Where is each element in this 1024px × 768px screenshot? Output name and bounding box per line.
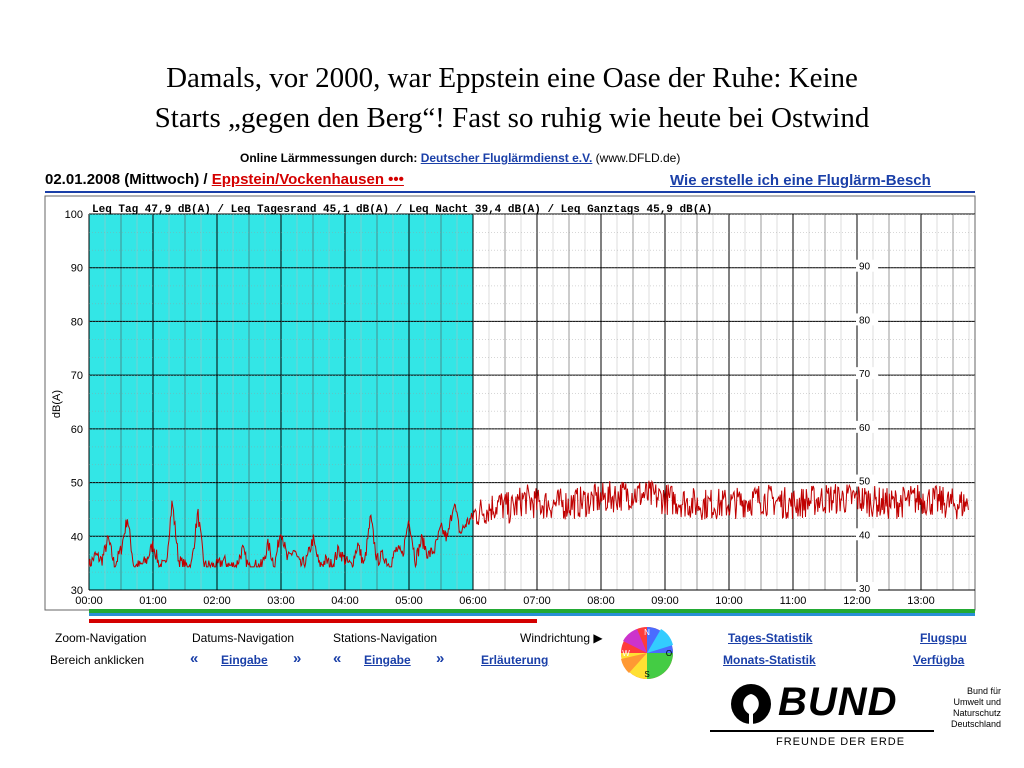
- verfuegbar-link[interactable]: Verfügba: [913, 653, 965, 667]
- slide-title: Damals, vor 2000, war Eppstein eine Oase…: [40, 58, 984, 138]
- howto-link[interactable]: Wie erstelle ich eine Fluglärm-Besch: [670, 172, 931, 189]
- date-station-line: 02.01.2008 (Mittwoch) / Eppstein/Vockenh…: [45, 171, 404, 188]
- y-tick-label: 40: [71, 531, 83, 543]
- station-prev-arrow[interactable]: «: [333, 650, 342, 667]
- y-tick-label: 70: [71, 370, 83, 382]
- y-axis-label: dB(A): [51, 390, 63, 418]
- y-tick-label: 50: [71, 478, 83, 490]
- y-tick-right-bg: [856, 367, 878, 380]
- bund-wordmark: BUND: [778, 680, 898, 724]
- bund-tagline: FREUNDE DER ERDE: [776, 736, 906, 748]
- y-tick-right-label: 80: [859, 315, 871, 326]
- compass-n: N: [644, 628, 650, 637]
- y-tick-right-bg: [856, 528, 878, 541]
- flugspur-link[interactable]: Flugspu: [920, 631, 967, 645]
- side-text-line: Bund für: [966, 686, 1001, 696]
- bund-logo: BUND FREUNDE DER ERDE Bund für Umwelt un…: [710, 680, 1001, 768]
- x-tick-label: 08:00: [587, 595, 615, 607]
- zoom-navigation-hint: Bereich anklicken: [50, 653, 145, 667]
- leq-legend: Leq Tag 47,9 dB(A) / Leq Tagesrand 45,1 …: [92, 204, 713, 216]
- side-text-line: Deutschland: [950, 719, 1001, 729]
- side-text-line: Umwelt und: [953, 697, 1001, 707]
- station-navigation-label: Stations-Navigation: [333, 631, 438, 645]
- x-tick-label: 13:00: [907, 595, 935, 607]
- station-link[interactable]: Eppstein/Vockenhausen •••: [211, 171, 404, 188]
- slide-title-line-1: Damals, vor 2000, war Eppstein eine Oase…: [166, 62, 858, 94]
- side-text-line: Naturschutz: [952, 708, 1001, 718]
- date-text: 02.01.2008 (Mittwoch) /: [45, 171, 208, 188]
- compass-s: S: [644, 670, 649, 679]
- status-bar-green: [89, 609, 975, 613]
- y-tick-right-label: 60: [859, 423, 871, 434]
- x-tick-label: 06:00: [459, 595, 487, 607]
- wind-explanation-link[interactable]: Erläuterung: [481, 653, 549, 667]
- x-tick-label: 03:00: [267, 595, 295, 607]
- chart-grid: [88, 213, 975, 591]
- y-tick-right-label: 70: [859, 369, 871, 380]
- y-axis-right: 90 80 70 60 50 40 30: [856, 259, 878, 595]
- y-tick-right-label: 30: [859, 584, 871, 595]
- y-axis-left: 100 90 80 70 60 50 40 30: [65, 209, 83, 597]
- y-tick-label: 60: [71, 424, 83, 436]
- x-tick-label: 11:00: [780, 595, 807, 607]
- y-tick-right-bg: [856, 420, 878, 433]
- x-tick-label: 10:00: [715, 595, 743, 607]
- y-tick-right-label: 50: [859, 477, 871, 488]
- x-tick-label: 12:00: [843, 595, 871, 607]
- provider-link[interactable]: Deutscher Fluglärmdienst e.V.: [420, 151, 593, 165]
- x-tick-label: 02:00: [203, 595, 231, 607]
- y-tick-label: 80: [71, 316, 83, 328]
- logo-underline: [710, 730, 934, 732]
- station-next-arrow[interactable]: »: [436, 650, 445, 667]
- y-tick-right-label: 90: [859, 262, 871, 273]
- online-label: Online Lärmmessungen durch:: [240, 151, 418, 165]
- provider-url: (www.DFLD.de): [595, 151, 681, 165]
- y-tick-label: 100: [65, 209, 83, 221]
- wind-compass-icon[interactable]: N O S W: [619, 625, 675, 681]
- datum-eingabe-link[interactable]: Eingabe: [221, 653, 268, 667]
- x-tick-label: 00:00: [75, 595, 103, 607]
- y-tick-right-label: 40: [859, 530, 871, 541]
- status-bar-blue: [89, 613, 975, 616]
- y-tick-label: 30: [71, 585, 83, 597]
- tree-logo-icon: [731, 684, 771, 730]
- datum-prev-arrow[interactable]: «: [190, 650, 199, 667]
- x-tick-label: 04:00: [331, 595, 359, 607]
- datum-navigation-label: Datums-Navigation: [192, 631, 295, 645]
- y-tick-label: 90: [71, 263, 83, 275]
- y-tick-right-bg: [856, 259, 878, 272]
- bund-side-text: Bund für Umwelt und Naturschutz Deutschl…: [947, 686, 1001, 730]
- x-tick-label: 09:00: [651, 595, 679, 607]
- wind-direction-label: Windrichtung ▶: [520, 631, 603, 645]
- x-axis: 00:00 01:00 02:00 03:00 04:00 05:00 06:00 07:00…: [75, 595, 935, 607]
- noise-series-line: [89, 479, 969, 569]
- compass-o: O: [666, 649, 672, 658]
- slide-title-line-2: Starts „gegen den Berg“! Fast so ruhig w…: [154, 102, 870, 134]
- x-tick-label: 05:00: [395, 595, 423, 607]
- compass-w: W: [622, 649, 630, 658]
- status-bar-red: [89, 619, 537, 623]
- zoom-navigation-label: Zoom-Navigation: [55, 631, 147, 645]
- y-tick-right-bg: [856, 313, 878, 326]
- x-tick-label: 07:00: [523, 595, 551, 607]
- x-tick-label: 01:00: [139, 595, 167, 607]
- tages-statistik-link[interactable]: Tages-Statistik: [728, 631, 813, 645]
- y-tick-right-bg: [856, 474, 878, 487]
- datum-next-arrow[interactable]: »: [293, 650, 302, 667]
- station-eingabe-link[interactable]: Eingabe: [364, 653, 411, 667]
- online-measurements-line: Online Lärmmessungen durch: Deutscher Fl…: [240, 151, 680, 165]
- y-tick-right-bg: [856, 582, 878, 594]
- monats-statistik-link[interactable]: Monats-Statistik: [723, 653, 816, 667]
- header-divider: [45, 191, 975, 193]
